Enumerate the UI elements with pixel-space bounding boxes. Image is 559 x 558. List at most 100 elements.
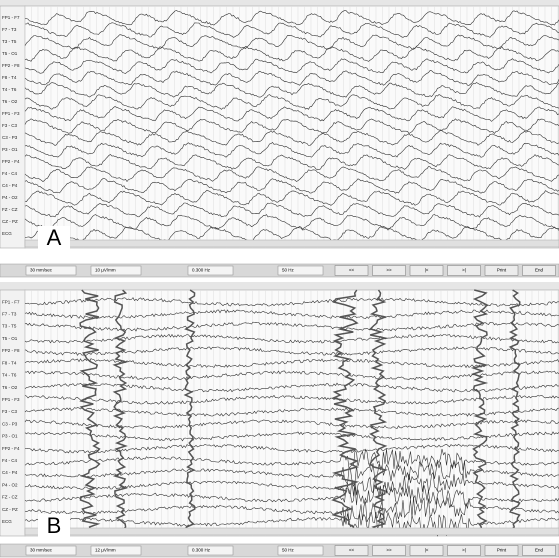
channel-label: T5 - O1 xyxy=(2,51,18,56)
channel-label: T3 - T5 xyxy=(2,39,17,44)
channel-label: C4 - P4 xyxy=(2,183,18,188)
channel-label: FP2 - F8 xyxy=(2,63,20,68)
toolbar-button[interactable] xyxy=(484,265,519,276)
eeg-trace xyxy=(24,70,559,86)
panel-label: A xyxy=(47,225,62,250)
scrollbar[interactable] xyxy=(24,527,559,536)
scrollbar[interactable] xyxy=(24,239,559,248)
channel-label: FP1 - F3 xyxy=(2,111,20,116)
eeg-trace xyxy=(24,431,559,442)
artifact xyxy=(183,289,196,534)
channel-label: T4 - T6 xyxy=(2,373,17,378)
toolbar-button[interactable] xyxy=(334,265,369,276)
channel-label: F8 - T4 xyxy=(2,75,17,80)
artifact xyxy=(368,289,388,534)
panel-label: B xyxy=(47,513,62,538)
header-bar xyxy=(0,0,559,6)
toolbar-button-label: >| xyxy=(462,548,466,553)
artifact xyxy=(112,289,129,534)
eeg-trace xyxy=(24,511,559,537)
toolbar-button[interactable] xyxy=(522,265,556,276)
eeg-trace xyxy=(24,94,559,110)
toolbar-field[interactable] xyxy=(90,545,142,556)
toolbar-value: 0.300 Hz xyxy=(192,548,211,553)
toolbar-button[interactable] xyxy=(409,545,444,556)
eeg-panel: FP1 - F7 F7 - T3 T3 - T5 T5 - O1 FP2 - F8 F8 … xyxy=(0,0,559,278)
channel-label: FZ - CZ xyxy=(2,207,18,212)
eeg-trace xyxy=(24,46,559,62)
toolbar-button-label: << xyxy=(349,268,355,273)
toolbar-button-label: |< xyxy=(425,268,429,273)
toolbar-value: 50 Hz xyxy=(282,548,295,553)
channel-label: F4 - C4 xyxy=(2,171,18,176)
channel-label: ECG xyxy=(2,231,12,236)
toolbar-button[interactable] xyxy=(372,265,406,276)
trace-area xyxy=(24,5,559,249)
toolbar-field[interactable] xyxy=(25,545,77,556)
toolbar-field[interactable] xyxy=(277,265,324,276)
eeg-trace xyxy=(24,190,559,206)
channel-label: F7 - T3 xyxy=(2,27,17,32)
eeg-trace xyxy=(24,226,559,242)
channel-label: T6 - O2 xyxy=(2,99,18,104)
channel-label: FP2 - F8 xyxy=(2,348,20,353)
eeg-panel: FP1 - F7 F7 - T3 T3 - T5 T5 - O1 FP2 - F8 F8 … xyxy=(0,282,559,558)
eeg-trace xyxy=(24,130,559,146)
toolbar-button[interactable] xyxy=(484,545,519,556)
artifact xyxy=(508,289,521,534)
artifact xyxy=(331,289,360,533)
eeg-trace xyxy=(24,358,559,369)
channel-label: FP1 - F3 xyxy=(2,397,20,402)
channel-label-column xyxy=(0,289,26,537)
toolbar-button[interactable] xyxy=(334,545,369,556)
toolbar-value: 30 mm/sec xyxy=(30,268,53,273)
eeg-trace xyxy=(25,296,559,307)
toolbar-field[interactable] xyxy=(187,545,234,556)
eeg-trace xyxy=(24,141,559,158)
channel-label: FP2 - F4 xyxy=(2,446,20,451)
eeg-trace xyxy=(24,382,559,393)
header-bar xyxy=(0,282,559,290)
toolbar-value: 0.300 Hz xyxy=(192,268,211,273)
eeg-trace xyxy=(24,118,559,134)
eeg-trace xyxy=(24,448,559,471)
toolbar-field[interactable] xyxy=(25,265,77,276)
channel-label: T5 - O1 xyxy=(2,336,18,341)
channel-label: FP2 - F4 xyxy=(2,159,20,164)
eeg-trace xyxy=(24,333,559,344)
eeg-trace xyxy=(24,202,559,218)
toolbar-button[interactable] xyxy=(522,545,556,556)
eeg-trace xyxy=(24,58,559,74)
channel-label: FZ - CZ xyxy=(2,495,18,500)
eeg-trace xyxy=(24,321,559,332)
toolbar-button-label: >| xyxy=(462,268,466,273)
channel-label: T3 - T5 xyxy=(2,324,17,329)
toolbar-field[interactable] xyxy=(90,265,142,276)
channel-label: F3 - C3 xyxy=(2,409,18,414)
toolbar-field[interactable] xyxy=(277,545,324,556)
channel-label: C4 - P4 xyxy=(2,470,18,475)
channel-label-column xyxy=(0,5,26,249)
eeg-trace xyxy=(24,370,559,381)
toolbar-value: 30 mm/sec xyxy=(30,548,53,553)
toolbar-field[interactable] xyxy=(187,265,234,276)
eeg-trace xyxy=(24,407,559,417)
toolbar-button-label: >> xyxy=(386,548,392,553)
channel-label: F3 - C3 xyxy=(2,123,18,128)
eeg-trace xyxy=(24,346,559,356)
eeg-trace xyxy=(24,394,559,405)
toolbar-button-label: << xyxy=(349,548,355,553)
toolbar-button-label: |< xyxy=(425,548,429,553)
trace-area xyxy=(24,289,559,537)
toolbar-button[interactable] xyxy=(372,545,406,556)
toolbar-button-label: End xyxy=(535,268,544,273)
toolbar-button-label: Print xyxy=(497,548,507,553)
toolbar-button-label: >> xyxy=(386,268,392,273)
channel-label: CZ - PZ xyxy=(2,507,18,512)
toolbar-button[interactable] xyxy=(447,545,481,556)
eeg-trace xyxy=(24,166,559,183)
toolbar-value: 50 Hz xyxy=(282,268,295,273)
toolbar-button[interactable] xyxy=(409,265,444,276)
toolbar-button[interactable] xyxy=(447,265,481,276)
